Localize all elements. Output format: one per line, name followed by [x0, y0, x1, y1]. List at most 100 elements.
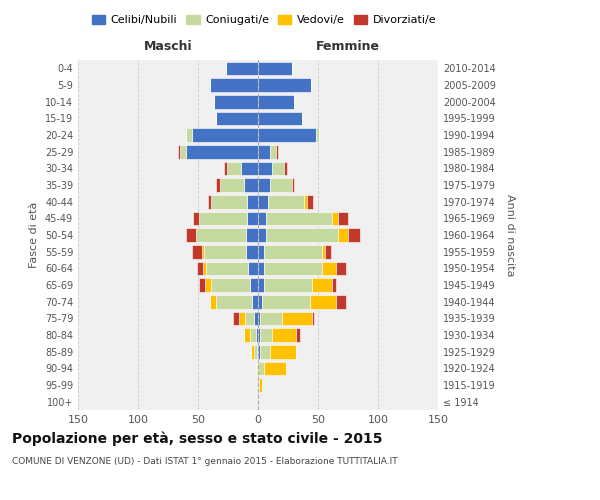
Bar [248, 262, 258, 275]
Bar [247, 195, 258, 208]
Bar [208, 195, 211, 208]
Bar [257, 345, 258, 358]
Bar [262, 295, 310, 308]
Bar [220, 178, 244, 192]
Bar [199, 278, 205, 292]
Bar [264, 245, 322, 258]
Bar [268, 195, 304, 208]
Bar [264, 278, 312, 292]
Bar [316, 128, 319, 142]
Bar [258, 295, 262, 308]
Bar [205, 278, 211, 292]
Bar [257, 362, 258, 375]
Bar [186, 145, 258, 158]
Bar [251, 345, 254, 358]
Bar [216, 178, 220, 192]
Bar [266, 228, 338, 242]
Bar [338, 212, 348, 225]
Bar [258, 345, 260, 358]
Bar [192, 128, 258, 142]
Bar [204, 245, 246, 258]
Bar [258, 212, 266, 225]
Bar [258, 362, 264, 375]
Bar [246, 228, 258, 242]
Bar [254, 345, 257, 358]
Bar [338, 228, 348, 242]
Bar [266, 212, 332, 225]
Bar [256, 362, 257, 375]
Bar [196, 228, 246, 242]
Bar [258, 145, 270, 158]
Y-axis label: Fasce di età: Fasce di età [29, 202, 39, 268]
Bar [258, 262, 264, 275]
Bar [264, 362, 286, 375]
Bar [244, 178, 258, 192]
Bar [239, 312, 245, 325]
Bar [226, 62, 258, 75]
Bar [186, 128, 192, 142]
Bar [270, 145, 276, 158]
Bar [258, 278, 264, 292]
Bar [336, 262, 346, 275]
Bar [199, 212, 247, 225]
Bar [258, 128, 316, 142]
Bar [216, 295, 252, 308]
Bar [254, 312, 258, 325]
Text: Femmine: Femmine [316, 40, 380, 54]
Bar [260, 345, 270, 358]
Bar [206, 262, 248, 275]
Bar [250, 278, 258, 292]
Bar [272, 328, 296, 342]
Bar [259, 378, 262, 392]
Bar [233, 312, 239, 325]
Bar [211, 195, 247, 208]
Bar [258, 62, 292, 75]
Bar [203, 262, 206, 275]
Bar [211, 278, 250, 292]
Bar [260, 312, 282, 325]
Bar [258, 328, 260, 342]
Bar [258, 378, 259, 392]
Bar [276, 145, 278, 158]
Legend: Celibi/Nubili, Coniugati/e, Vedovi/e, Divorziati/e: Celibi/Nubili, Coniugati/e, Vedovi/e, Di… [88, 10, 440, 30]
Bar [250, 328, 256, 342]
Bar [325, 245, 331, 258]
Bar [292, 178, 294, 192]
Bar [258, 228, 266, 242]
Bar [348, 228, 360, 242]
Text: Popolazione per età, sesso e stato civile - 2015: Popolazione per età, sesso e stato civil… [12, 431, 383, 446]
Bar [272, 162, 284, 175]
Bar [258, 162, 272, 175]
Bar [244, 328, 250, 342]
Bar [260, 328, 272, 342]
Bar [284, 162, 287, 175]
Bar [256, 328, 258, 342]
Text: COMUNE DI VENZONE (UD) - Dati ISTAT 1° gennaio 2015 - Elaborazione TUTTITALIA.IT: COMUNE DI VENZONE (UD) - Dati ISTAT 1° g… [12, 457, 398, 466]
Bar [322, 245, 325, 258]
Bar [192, 245, 202, 258]
Bar [202, 245, 204, 258]
Bar [246, 245, 258, 258]
Bar [282, 312, 312, 325]
Bar [258, 95, 294, 108]
Bar [197, 262, 203, 275]
Bar [332, 212, 338, 225]
Bar [312, 312, 314, 325]
Bar [310, 295, 336, 308]
Bar [193, 212, 199, 225]
Bar [304, 195, 307, 208]
Bar [258, 112, 302, 125]
Bar [258, 245, 264, 258]
Bar [252, 295, 258, 308]
Bar [270, 178, 292, 192]
Bar [227, 162, 241, 175]
Bar [258, 312, 260, 325]
Bar [224, 162, 227, 175]
Bar [322, 262, 336, 275]
Bar [214, 95, 258, 108]
Bar [178, 145, 180, 158]
Bar [264, 262, 322, 275]
Bar [216, 112, 258, 125]
Bar [312, 278, 332, 292]
Bar [336, 295, 346, 308]
